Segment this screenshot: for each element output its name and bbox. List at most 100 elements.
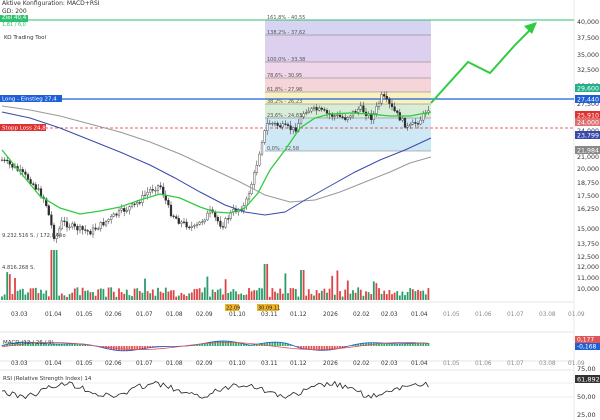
date-tick: 01.07 (136, 361, 153, 367)
price-badge-value: 25,910 (577, 112, 599, 119)
candle (224, 218, 227, 228)
macd-bar (271, 341, 274, 346)
candle (250, 184, 253, 195)
macd-bar (365, 342, 367, 346)
macd-bar (136, 346, 139, 351)
candle (21, 169, 24, 173)
fib-level-label: 0,0% - 22,58 (267, 146, 299, 152)
volume-bar (284, 273, 287, 300)
fib-level-label: 61,8% - 27,98 (267, 87, 302, 93)
candle (146, 191, 149, 196)
candle (307, 110, 310, 113)
candle (52, 224, 56, 239)
volume-bar (115, 296, 118, 300)
volume-bar (47, 296, 50, 300)
macd-bar (385, 343, 388, 346)
volume-bar (131, 296, 133, 300)
candle (86, 230, 89, 232)
date-tick: 01.08 (166, 361, 183, 367)
price-badge (575, 118, 600, 126)
volume-bar (94, 295, 97, 300)
date-tick: 01.04 (45, 361, 62, 367)
price-badge (575, 111, 600, 119)
candle (294, 127, 297, 132)
candle (133, 203, 136, 205)
macd-bar (339, 346, 341, 349)
candle (198, 221, 201, 225)
candle (73, 223, 76, 227)
fib-band (265, 35, 431, 62)
volume-bar (118, 288, 120, 300)
candle (331, 114, 334, 117)
macd-bar (216, 340, 219, 346)
volume-bar (76, 287, 79, 300)
volume-bar (157, 287, 159, 300)
candle (6, 159, 9, 162)
macd-bar (424, 342, 427, 346)
volume-bar (89, 292, 92, 300)
date-tick: 02.06 (105, 312, 122, 318)
strategy-tags: Long - Einstieg 27,4 Stopp Loss 24,8 (0, 95, 62, 132)
candle (406, 125, 409, 128)
candle (289, 125, 292, 131)
candle (91, 227, 95, 235)
volume-bar (170, 290, 172, 300)
strategy-tag[interactable] (0, 95, 62, 102)
macd-bar (84, 344, 87, 346)
macd-bar (383, 342, 386, 346)
candle (383, 94, 386, 97)
price-tick: 15,000 (577, 226, 599, 233)
strategy-tag[interactable] (0, 124, 46, 131)
macd-badge (575, 343, 600, 350)
candle (203, 219, 206, 222)
volume-bar (73, 288, 76, 300)
macd-bar (201, 343, 204, 346)
price-badge-value: 23,799 (577, 132, 599, 139)
date-tick: 02.09 (196, 361, 213, 367)
price-badge-value: 21,984 (577, 147, 599, 154)
volume-bar (159, 291, 162, 300)
projection-arrow[interactable] (430, 29, 531, 104)
candle (253, 172, 256, 185)
candle (89, 231, 92, 235)
volume-bar (188, 293, 191, 300)
macd-bar (310, 346, 313, 351)
date-tick: 01.06 (475, 361, 492, 367)
candle (401, 118, 404, 121)
candle (177, 218, 180, 224)
macd-bar (331, 346, 334, 350)
price-tick: 40,000 (577, 19, 599, 26)
date-marker-label: 30.09.11 (258, 306, 280, 312)
macd-bar (123, 346, 126, 352)
macd-bar (154, 346, 157, 348)
macd-bar (193, 344, 196, 346)
candle (258, 153, 261, 166)
volume-bar (146, 291, 149, 300)
volume-bar (232, 289, 235, 300)
macd-bar (16, 342, 19, 346)
candle (325, 110, 329, 114)
strategy-tag-label: Long - Einstieg 27,4 (2, 97, 57, 103)
fibonacci-retracement[interactable]: 161,8% - 40,55 138,2% - 37,62 100,0% - 33,… (265, 15, 431, 152)
volume-bar (68, 294, 71, 300)
volume-bar (266, 264, 269, 300)
volume-bar (357, 287, 360, 300)
volume-bar (97, 289, 100, 300)
candle (271, 123, 274, 125)
macd-bar (32, 342, 35, 346)
macd-bar (255, 343, 258, 346)
candle (219, 220, 222, 227)
volume-bar (141, 292, 144, 300)
candle (403, 118, 407, 128)
macd-bar (8, 343, 11, 346)
macd-bar (341, 346, 344, 348)
volume-bar (313, 295, 315, 300)
date-tick: 01.06 (475, 312, 492, 318)
candle (377, 102, 381, 107)
volume-bar (375, 283, 378, 300)
candle (94, 227, 97, 230)
target-tag[interactable]: Ziel 40,4 (0, 15, 29, 22)
macd-bar (141, 346, 144, 350)
volume-bar (190, 292, 193, 300)
